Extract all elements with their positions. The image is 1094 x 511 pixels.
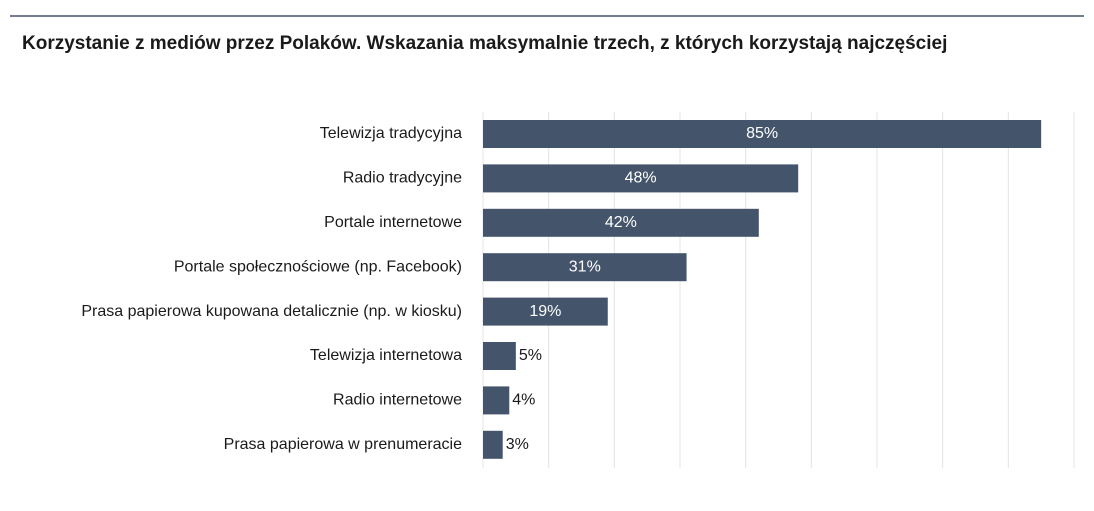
value-label: 48% [625, 170, 657, 187]
category-label: Portale społecznościowe (np. Facebook) [174, 258, 462, 275]
bar [483, 297, 608, 326]
category-label: Telewizja internetowa [310, 347, 462, 364]
value-label: 42% [605, 214, 637, 231]
value-label: 31% [569, 258, 601, 275]
value-label: 85% [746, 125, 778, 142]
category-label: Radio internetowe [333, 392, 462, 409]
bar [483, 164, 799, 193]
bar [483, 120, 1042, 148]
bar [483, 430, 503, 459]
value-label: 19% [529, 303, 561, 320]
category-label: Prasa papierowa kupowana detalicznie (np… [81, 303, 462, 320]
bar [483, 342, 516, 370]
bar [483, 208, 759, 237]
category-label: Portale internetowe [324, 214, 462, 231]
bar [483, 386, 510, 415]
value-label: 3% [506, 436, 529, 453]
category-label: Telewizja tradycyjna [320, 125, 462, 142]
category-label: Radio tradycyjne [343, 170, 462, 187]
bar [483, 253, 687, 282]
value-label: 5% [519, 347, 542, 364]
chart-title: Korzystanie z mediów przez Polaków. Wska… [22, 33, 947, 54]
value-label: 4% [512, 392, 535, 409]
category-label: Prasa papierowa w prenumeracie [224, 436, 462, 453]
